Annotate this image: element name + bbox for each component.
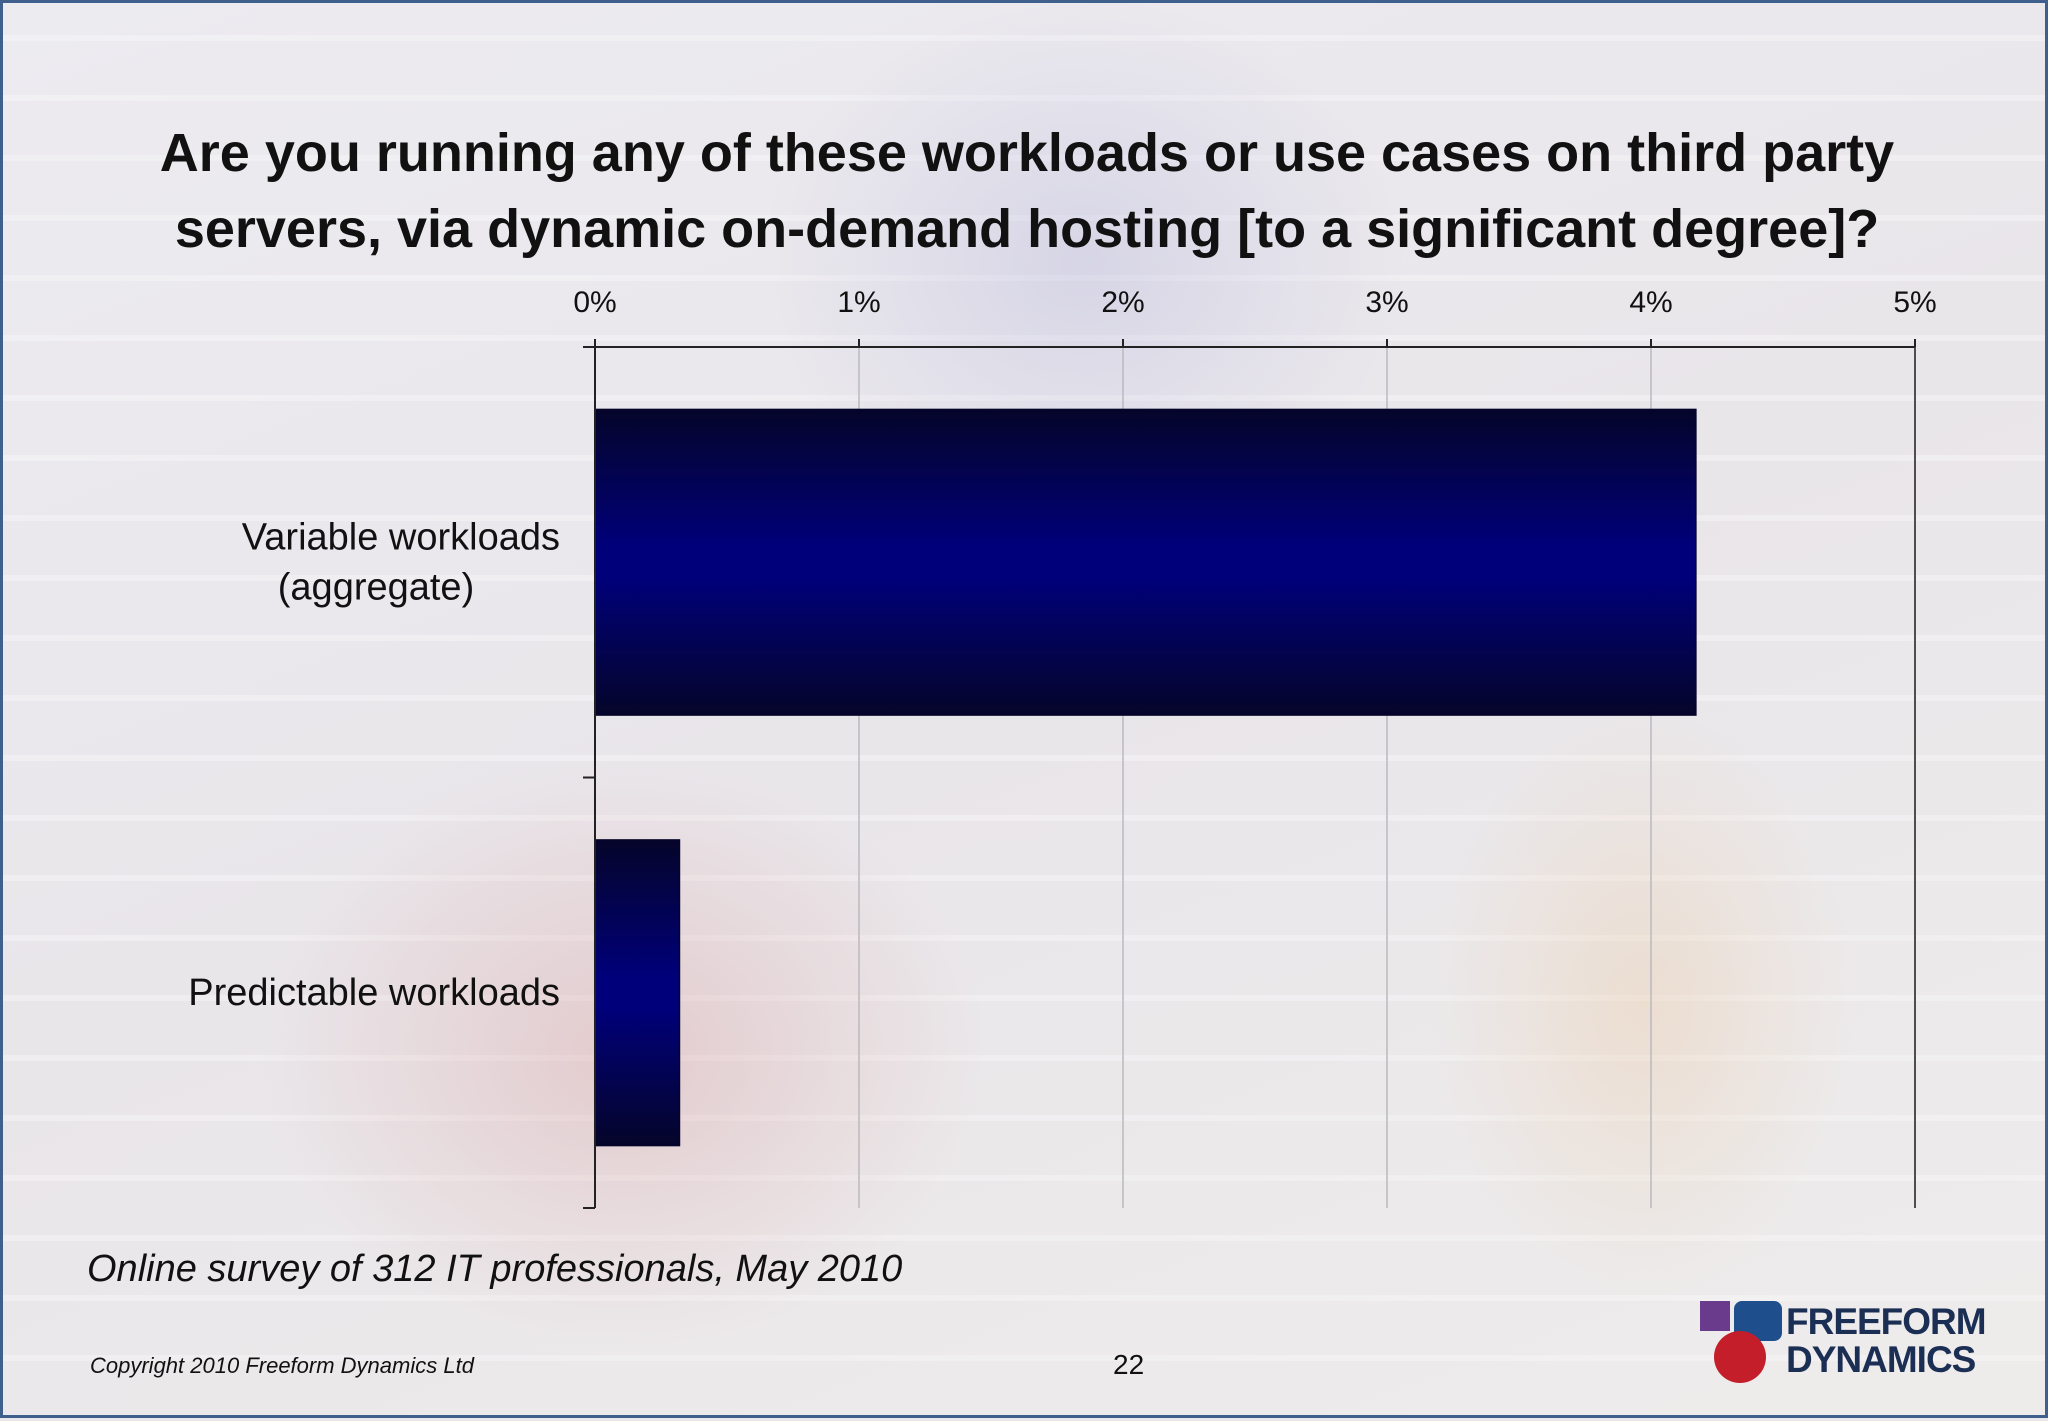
chart-title: Are you running any of these workloads o… bbox=[63, 115, 1991, 267]
x-tick-label-2: 2% bbox=[1101, 286, 1144, 319]
bar-chart: 0% 1% 2% 3% 4% 5% Variable workloads (aggregate… bbox=[188, 286, 1937, 1209]
labels: 0% 1% 2% 3% 4% 5% Variable workloads (aggregate… bbox=[188, 286, 1936, 1014]
bars bbox=[594, 408, 1697, 1147]
page-number: 22 bbox=[1113, 1349, 1145, 1380]
copyright-text: Copyright 2010 Freeform Dynamics Ltd bbox=[90, 1353, 474, 1378]
logo-wordmark: FREEFORM DYNAMICS bbox=[1786, 1301, 1987, 1380]
x-tick-label-0: 0% bbox=[573, 286, 616, 319]
survey-note: Online survey of 312 IT professionals, M… bbox=[87, 1248, 903, 1290]
x-tick-label-3: 3% bbox=[1365, 286, 1408, 319]
freeform-dynamics-logo: FREEFORM DYNAMICS bbox=[1700, 1301, 2006, 1383]
axes bbox=[583, 339, 1916, 1209]
category-label-0-line-1: (aggregate) bbox=[278, 566, 474, 608]
logo-mark-icon bbox=[1700, 1301, 1782, 1383]
category-label-1-line-0: Predictable workloads bbox=[188, 972, 560, 1014]
chart-title-line-1: Are you running any of these workloads o… bbox=[159, 123, 1895, 183]
chart-title-line-2: servers, via dynamic on-demand hosting [… bbox=[174, 199, 1880, 259]
bar-1 bbox=[594, 839, 681, 1147]
x-tick-label-5: 5% bbox=[1893, 286, 1936, 319]
logo-line-2: DYNAMICS bbox=[1786, 1339, 1976, 1380]
category-label-0-line-0: Variable workloads bbox=[242, 516, 560, 558]
x-tick-label-4: 4% bbox=[1629, 286, 1672, 319]
bar-0 bbox=[594, 408, 1697, 716]
logo-line-1: FREEFORM bbox=[1786, 1301, 1987, 1342]
x-tick-label-1: 1% bbox=[837, 286, 880, 319]
